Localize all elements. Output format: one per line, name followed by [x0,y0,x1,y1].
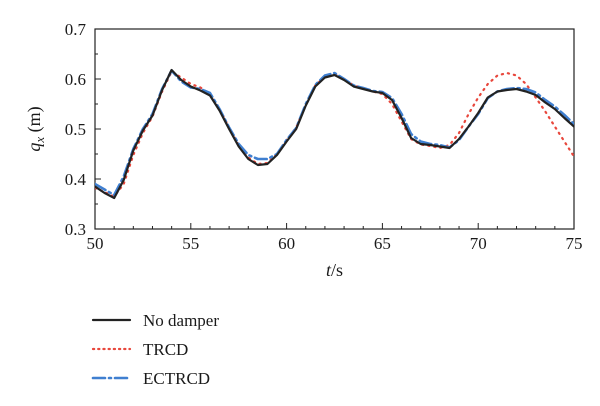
legend-item-ectrcd: ECTRCD [91,369,210,388]
y-axis-label-variable: q [24,143,44,152]
y-axis: 0.3 0.4 0.5 0.6 0.7 [65,20,101,239]
plot-frame [94,28,575,230]
x-tick-label: 65 [374,234,391,253]
y-tick-label: 0.7 [65,20,87,39]
x-tick-label: 50 [87,234,104,253]
legend-label: TRCD [143,340,188,359]
x-axis-label-variable: t [326,260,332,280]
x-tick-label: 60 [278,234,295,253]
legend-label: ECTRCD [143,369,210,388]
series-line-ectrcd [95,69,574,197]
y-axis-label-subscript: x [32,137,47,144]
legend-label: No damper [143,311,219,330]
x-axis-label: t/s [326,260,343,280]
legend: No damper TRCD ECTRCD [91,311,219,388]
legend-item-trcd: TRCD [91,340,188,359]
y-tick-label: 0.3 [65,220,86,239]
plot-area [94,28,575,230]
x-axis: 50 55 60 65 70 75 [87,223,583,253]
y-axis-label: qx (m) [24,106,47,151]
x-axis-label-unit: /s [331,260,343,280]
x-tick-label: 55 [182,234,199,253]
x-tick-label: 70 [470,234,487,253]
y-tick-label: 0.6 [65,70,86,89]
series-line-no-damper [95,68,574,200]
x-tick-label: 75 [566,234,583,253]
y-tick-label: 0.5 [65,120,86,139]
y-axis-label-unit: (m) [24,106,45,137]
y-tick-label: 0.4 [65,170,87,189]
legend-item-no-damper: No damper [91,311,219,330]
